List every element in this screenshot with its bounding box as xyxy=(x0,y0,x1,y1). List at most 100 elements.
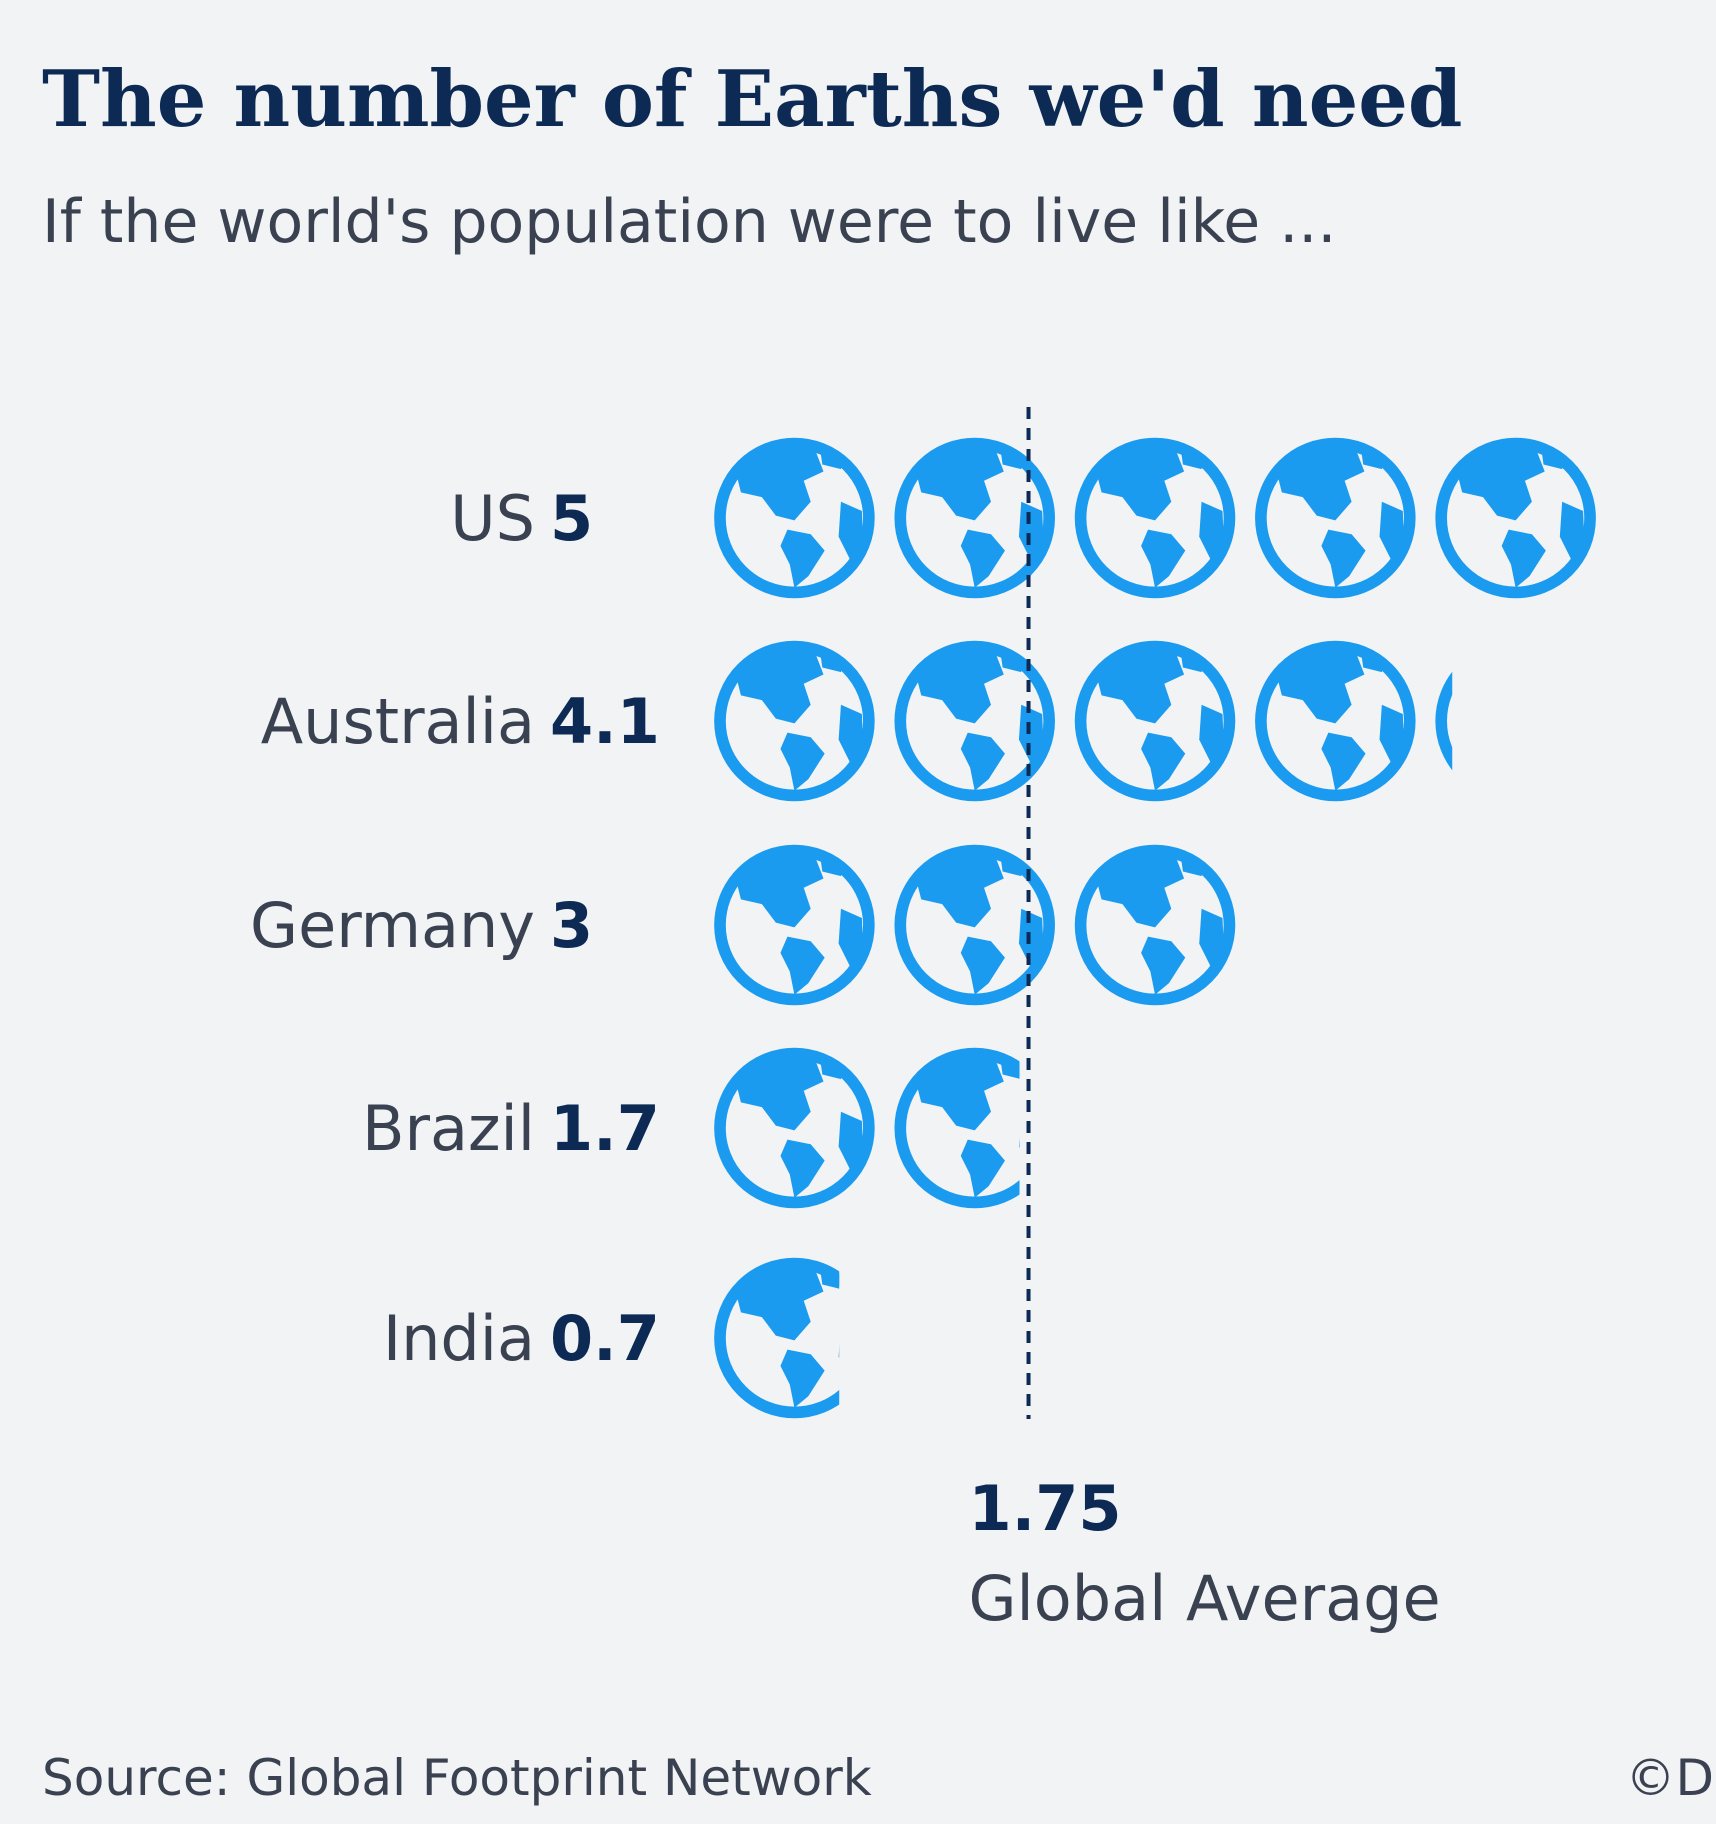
globe xyxy=(714,1257,840,1419)
continent xyxy=(1000,651,1024,673)
continent xyxy=(916,446,1004,521)
globe xyxy=(1435,671,1453,771)
globe-outline xyxy=(894,844,1055,1006)
reference-label: Global Average xyxy=(969,1562,1441,1635)
continent xyxy=(960,529,1005,588)
globe xyxy=(1074,640,1236,802)
globe xyxy=(714,640,875,802)
continent xyxy=(780,1349,825,1408)
pictogram-row xyxy=(714,1257,840,1419)
continent xyxy=(780,529,825,588)
globe xyxy=(714,437,875,599)
globe-outline xyxy=(894,640,1055,802)
globe-outline xyxy=(1074,640,1236,802)
continent xyxy=(820,1268,840,1289)
continent xyxy=(1000,855,1024,877)
continent xyxy=(1277,446,1365,521)
globe-outline xyxy=(1255,640,1416,802)
value-label: 4.1 xyxy=(550,685,660,758)
category-label: Germany xyxy=(250,889,535,962)
continent xyxy=(736,853,824,928)
continent xyxy=(1018,501,1044,560)
continent xyxy=(838,1347,840,1358)
globe-outline xyxy=(1435,437,1596,599)
continent xyxy=(820,448,844,470)
continent xyxy=(916,1056,1004,1131)
source: Source: Global Footprint Network xyxy=(42,1749,872,1807)
globe xyxy=(1074,437,1236,599)
continent xyxy=(838,704,864,763)
value-label: 0.7 xyxy=(550,1302,660,1375)
globe xyxy=(1074,844,1236,1006)
credit: ©D xyxy=(1625,1749,1714,1807)
continent xyxy=(960,732,1005,791)
continent xyxy=(1321,529,1366,588)
continent xyxy=(1000,1058,1020,1079)
category-label: Australia xyxy=(261,685,535,758)
continent xyxy=(1180,651,1204,673)
continent xyxy=(1180,448,1204,470)
continent xyxy=(1360,651,1385,673)
continent xyxy=(1457,446,1545,521)
chart-title: The number of Earths we'd need xyxy=(42,54,1462,145)
globe xyxy=(894,437,1055,599)
continent xyxy=(1141,936,1186,995)
globe-outline xyxy=(714,1257,840,1419)
pictogram-row xyxy=(714,640,1453,802)
continent xyxy=(1018,1137,1020,1148)
continent xyxy=(820,1058,844,1080)
continent xyxy=(780,1139,825,1198)
globe xyxy=(714,844,875,1006)
category-label: India xyxy=(383,1302,535,1375)
continent xyxy=(1018,908,1044,967)
globe xyxy=(894,844,1055,1006)
continent xyxy=(1379,704,1404,763)
continent xyxy=(1180,855,1204,877)
continent xyxy=(1141,732,1186,791)
globe xyxy=(1255,437,1416,599)
continent xyxy=(960,936,1005,995)
continent xyxy=(1141,529,1186,588)
continent xyxy=(916,853,1004,928)
continent xyxy=(1199,501,1224,560)
globe-outline xyxy=(1074,844,1236,1006)
globe-outline xyxy=(714,437,875,599)
category-label: US xyxy=(450,482,535,555)
continent xyxy=(916,649,1004,724)
reference-value: 1.75 xyxy=(969,1472,1122,1545)
pictogram-row xyxy=(714,437,1596,599)
continent xyxy=(820,651,844,673)
continent xyxy=(1277,649,1365,724)
continent xyxy=(1000,448,1024,470)
globe-outline xyxy=(1074,437,1236,599)
category-label: Brazil xyxy=(362,1092,535,1165)
continent xyxy=(1321,732,1366,791)
continent xyxy=(1018,704,1044,763)
globe-outline xyxy=(1435,671,1453,771)
continent xyxy=(838,501,864,560)
continent xyxy=(838,1111,864,1170)
value-label: 3 xyxy=(550,889,593,962)
globe-outline xyxy=(894,437,1055,599)
continent xyxy=(1360,448,1385,470)
continent xyxy=(1501,529,1546,588)
continent xyxy=(820,855,844,877)
globe xyxy=(894,1047,1020,1209)
continent xyxy=(960,1139,1005,1198)
globe-outline xyxy=(714,640,875,802)
pictogram-row xyxy=(714,1047,1020,1209)
globe xyxy=(1435,437,1596,599)
continent xyxy=(1379,501,1404,560)
continent xyxy=(736,446,824,521)
continent xyxy=(1096,446,1185,521)
globe xyxy=(714,1047,875,1209)
continent xyxy=(736,1266,824,1341)
globe-outline xyxy=(714,844,875,1006)
continent xyxy=(838,908,864,967)
continent xyxy=(1199,908,1224,967)
globe xyxy=(1255,640,1416,802)
globe xyxy=(894,640,1055,802)
continent xyxy=(1559,501,1585,560)
